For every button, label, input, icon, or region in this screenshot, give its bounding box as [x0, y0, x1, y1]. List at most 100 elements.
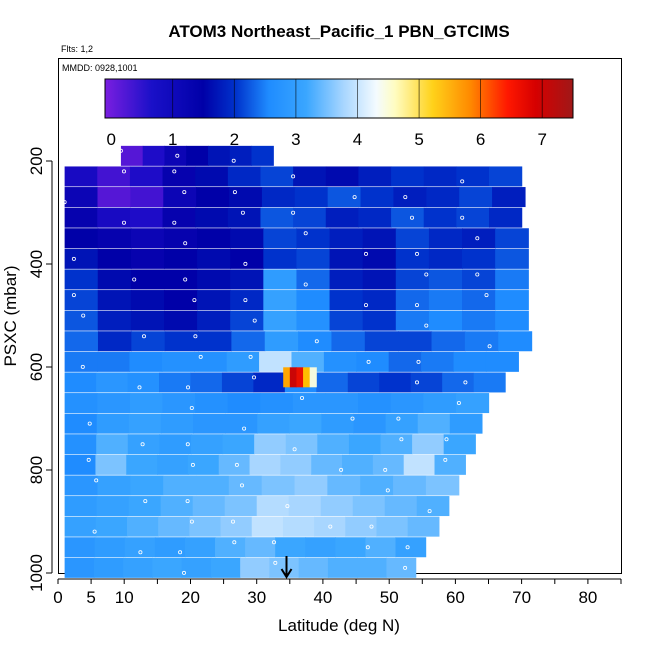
- heatmap-cell: [428, 310, 463, 331]
- heatmap-cell: [256, 496, 290, 517]
- heatmap-cell: [197, 228, 231, 249]
- hotspot-cell: [303, 367, 311, 388]
- y-axis: 200 400 600 800 1000: [27, 147, 53, 592]
- heatmap-cell: [64, 228, 99, 249]
- heatmap-cell: [358, 207, 392, 228]
- heatmap-cell: [296, 248, 331, 269]
- sample-point: [175, 153, 180, 158]
- heatmap-cell: [352, 496, 386, 517]
- heatmap-cell: [449, 413, 483, 434]
- colorbar-tick-label: 7: [537, 130, 546, 149]
- heatmap-cell: [357, 557, 388, 578]
- sample-point: [369, 524, 374, 529]
- x-tick-label: 40: [313, 588, 332, 607]
- heatmap-cell: [386, 557, 417, 578]
- heatmap-cell: [131, 331, 166, 352]
- heatmap-cell: [412, 434, 445, 455]
- sample-point: [271, 540, 276, 545]
- heatmap-cell: [289, 413, 323, 434]
- sample-point: [141, 334, 146, 339]
- heatmap-cell: [162, 166, 196, 187]
- heatmap-cell: [323, 351, 357, 372]
- heatmap-cell: [345, 516, 378, 537]
- heatmap-cell: [314, 516, 346, 537]
- heatmap-cell: [495, 310, 529, 331]
- heatmap-cell: [282, 516, 315, 537]
- sample-point: [140, 442, 145, 447]
- heatmap-cell: [162, 393, 196, 414]
- heatmap-cell: [421, 351, 455, 372]
- heatmap-cell: [356, 351, 390, 372]
- heatmap-cell: [195, 393, 229, 414]
- heatmap-cell: [489, 166, 523, 187]
- heatmap-cell: [296, 310, 331, 331]
- heatmap-cell: [129, 351, 163, 372]
- sample-point: [460, 179, 465, 184]
- sample-point: [414, 380, 419, 385]
- heatmap-cell: [228, 475, 263, 496]
- y-axis-label: PSXC (mbar): [1, 265, 20, 366]
- heatmap-cell: [311, 454, 343, 475]
- heatmap-cell: [64, 248, 99, 269]
- heatmap-cell: [97, 475, 131, 496]
- heatmap-cell: [64, 454, 97, 475]
- heatmap-cell: [229, 187, 263, 208]
- heatmap-cell: [231, 331, 266, 352]
- heatmap-cell: [225, 413, 258, 434]
- sample-point: [409, 215, 414, 220]
- heatmap-cell: [96, 496, 130, 517]
- x-tick-label: 5: [86, 588, 95, 607]
- heatmap-cell: [218, 454, 251, 475]
- heatmap-cell: [64, 351, 98, 372]
- heatmap-cell: [353, 413, 387, 434]
- heatmap-cell: [249, 454, 281, 475]
- heatmap-cell: [462, 290, 496, 311]
- heatmap-cell: [320, 496, 354, 517]
- heatmap-cell: [453, 351, 487, 372]
- heatmap-cell: [194, 351, 228, 372]
- sample-point: [403, 195, 408, 200]
- heatmap-cell: [130, 228, 165, 249]
- heatmap-cell: [362, 310, 397, 331]
- heatmap-cell: [157, 454, 189, 475]
- heatmap-cell: [226, 351, 260, 372]
- heatmap-cell: [253, 372, 286, 393]
- heatmap-cell: [159, 434, 192, 455]
- heatmap-cell: [159, 372, 192, 393]
- heatmap-cell: [296, 269, 331, 290]
- sample-point: [350, 416, 355, 421]
- heatmap-cell: [384, 496, 418, 517]
- heatmap-cell: [443, 434, 476, 455]
- sample-point: [460, 215, 465, 220]
- heatmap-cell: [190, 434, 224, 455]
- sample-point: [71, 256, 76, 261]
- x-tick-label: 0: [53, 588, 62, 607]
- heatmap-cell: [260, 393, 294, 414]
- heatmap-cell: [407, 516, 440, 537]
- heatmap-cell: [288, 496, 322, 517]
- sample-point: [182, 190, 187, 195]
- heatmap-cell: [292, 393, 327, 414]
- flights-label: Flts: 1,2: [61, 44, 93, 54]
- heatmap-cell: [495, 269, 529, 290]
- heatmap-cell: [462, 248, 496, 269]
- heatmap-cell: [64, 393, 98, 414]
- heatmap-cell: [128, 496, 162, 517]
- sample-point: [172, 220, 177, 225]
- heatmap-cell: [260, 207, 294, 228]
- sample-point: [190, 462, 195, 467]
- heatmap-cell: [347, 372, 380, 393]
- heatmap-cell: [329, 269, 364, 290]
- heatmap-cell: [130, 248, 165, 269]
- heatmap-cell: [64, 537, 96, 558]
- heatmap-cell: [259, 351, 293, 372]
- heatmap-cell: [97, 393, 131, 414]
- sample-point: [475, 236, 480, 241]
- heatmap-cell: [434, 454, 466, 475]
- heatmap-cell: [280, 454, 312, 475]
- heatmap-cell: [455, 393, 490, 414]
- heatmap-cell: [197, 248, 231, 269]
- heatmap-cell: [97, 331, 132, 352]
- sample-point: [339, 467, 344, 472]
